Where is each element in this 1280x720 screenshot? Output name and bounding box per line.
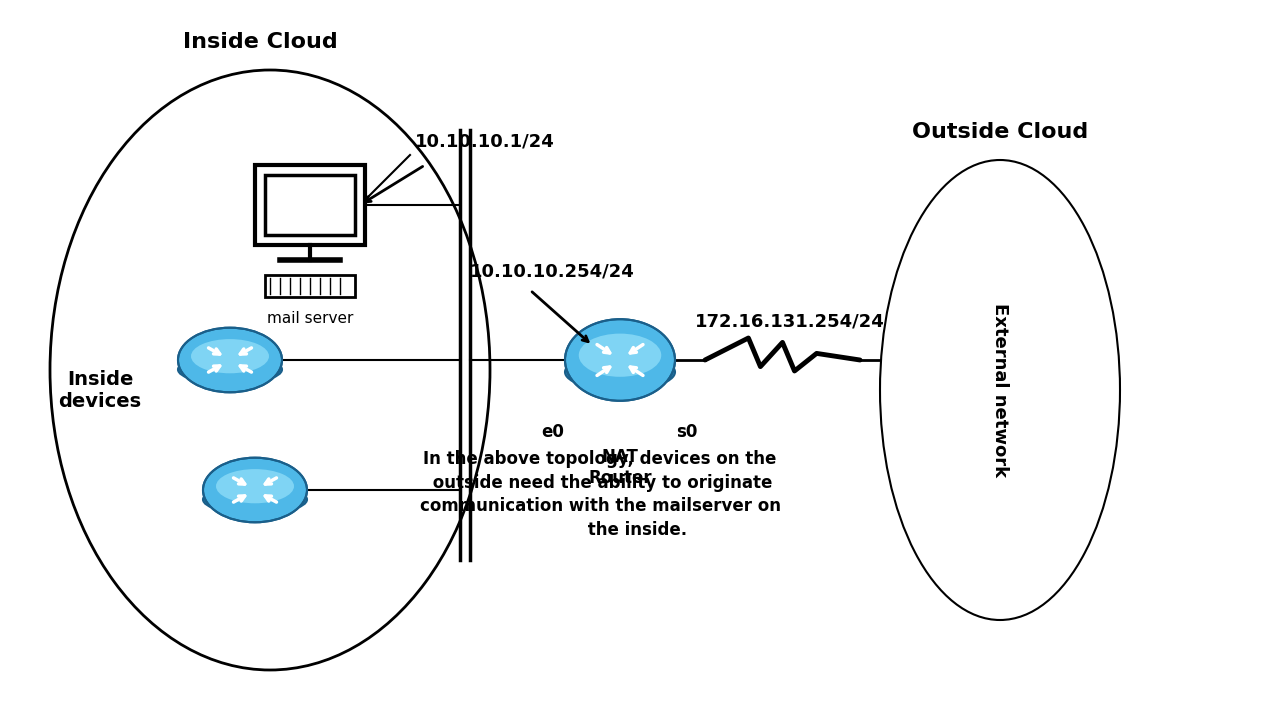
Bar: [265, 175, 355, 235]
Ellipse shape: [579, 333, 662, 377]
Text: Inside
devices: Inside devices: [59, 369, 142, 410]
Bar: [265, 275, 355, 297]
Bar: [255, 165, 365, 245]
Ellipse shape: [178, 328, 282, 392]
Ellipse shape: [564, 319, 675, 401]
Text: mail server: mail server: [266, 311, 353, 326]
Ellipse shape: [191, 339, 269, 373]
Text: External network: External network: [991, 303, 1009, 477]
Text: e0: e0: [541, 423, 564, 441]
Text: 172.16.131.254/24: 172.16.131.254/24: [695, 312, 884, 330]
Ellipse shape: [204, 458, 307, 522]
Text: In the above topology, devices on the
 outside need the ability to originate
com: In the above topology, devices on the ou…: [420, 450, 781, 539]
Ellipse shape: [564, 354, 675, 390]
Text: 10.10.10.254/24: 10.10.10.254/24: [470, 262, 635, 280]
Text: 10.10.10.1/24: 10.10.10.1/24: [415, 132, 554, 150]
Text: s0: s0: [676, 423, 698, 441]
Text: Inside Cloud: Inside Cloud: [183, 32, 338, 52]
Ellipse shape: [178, 355, 282, 384]
Ellipse shape: [216, 469, 294, 503]
Text: NAT
Router: NAT Router: [589, 448, 652, 487]
Ellipse shape: [204, 485, 307, 514]
Text: Outside Cloud: Outside Cloud: [911, 122, 1088, 142]
